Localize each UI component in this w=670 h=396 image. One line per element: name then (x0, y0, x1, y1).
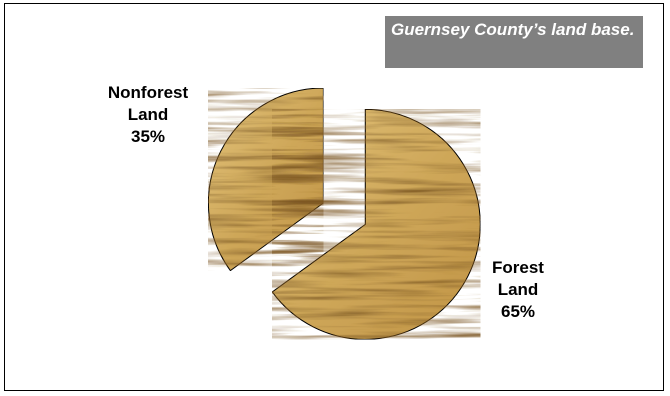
pie-slice-nonforest-land (207, 87, 324, 272)
slice-label-line: Nonforest (108, 83, 189, 102)
chart-caption: Guernsey County’s land base. (385, 16, 643, 68)
slice-label-line: 65% (501, 302, 535, 321)
slice-label-line: Forest (492, 258, 544, 277)
pie-slice-forest-land (271, 108, 481, 340)
slice-label-forest-land: Forest Land 65% (492, 258, 544, 321)
slice-label-line: 35% (131, 127, 165, 146)
slice-label-line: Land (498, 280, 539, 299)
slice-label-line: Land (128, 105, 169, 124)
slice-label-nonforest-land: Nonforest Land 35% (108, 83, 189, 146)
